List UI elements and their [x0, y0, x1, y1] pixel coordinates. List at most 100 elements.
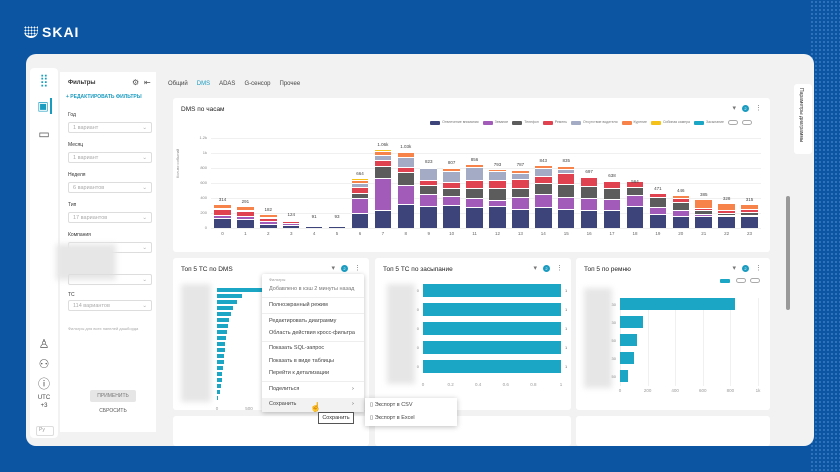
bar-segment	[351, 179, 369, 183]
bar-segment	[695, 199, 712, 208]
legend-item[interactable]: Телефон	[512, 120, 539, 125]
menu-item-edit-chart[interactable]: Редактировать диаграмму	[269, 318, 337, 324]
more-menu-icon[interactable]: ⋮	[354, 265, 361, 272]
bar-segment	[649, 214, 667, 228]
more-menu-icon[interactable]: ⋮	[556, 265, 563, 272]
legend-item[interactable]: Зевание	[482, 120, 508, 125]
hand-cursor-icon: ☝	[310, 402, 322, 412]
bar-total-label: 787	[516, 161, 525, 167]
users-icon[interactable]: ⚇	[38, 357, 50, 371]
bar-segment	[443, 196, 460, 206]
bar-segment	[374, 210, 392, 228]
bar-segment	[580, 210, 598, 228]
menu-item-fullscreen[interactable]: Полноэкранный режим	[269, 302, 328, 308]
filter-count-badge[interactable]: 2	[543, 264, 550, 272]
timezone-label: UTC	[37, 395, 51, 401]
filters-note[interactable]: Фильтры для всех панелей дашборда	[68, 326, 139, 331]
filter-icon[interactable]: ▾	[732, 105, 736, 112]
legend-item[interactable]: Сибиная камера	[650, 120, 690, 125]
menu-item-table[interactable]: Показать в виде таблицы	[269, 358, 334, 364]
legend-pill[interactable]	[728, 120, 738, 125]
panel-title: Топ 5 ТС по засыпание	[383, 266, 453, 273]
bar-segment	[305, 224, 323, 226]
filter-select-week[interactable]: 6 вариантов ⌄	[68, 182, 152, 193]
bar-segment	[512, 208, 529, 228]
tab-dms[interactable]: DMS	[196, 81, 211, 87]
legend-item[interactable]: Отсутствие водителя	[571, 120, 618, 125]
menu-item-sql[interactable]: Показать SQL-запрос	[269, 345, 325, 351]
dashboard-icon[interactable]: ▣	[36, 98, 52, 114]
legend-item[interactable]: Ремень	[542, 120, 567, 125]
tab-general[interactable]: Общий	[168, 81, 188, 87]
more-menu-icon[interactable]: ⋮	[755, 105, 762, 112]
y-tick-label: 30	[611, 356, 616, 361]
bar-segment	[397, 204, 415, 228]
bar	[217, 330, 227, 334]
export-excel-item[interactable]: ▯ Экспорт в Excel	[370, 415, 415, 421]
legend-item[interactable]: Засыпание	[693, 120, 724, 125]
language-toggle[interactable]: Ру	[36, 426, 54, 436]
menu-item-share[interactable]: Поделиться	[269, 386, 300, 392]
bar-total-label: 638	[608, 173, 616, 179]
reset-button[interactable]: СБРОСИТЬ	[99, 408, 127, 414]
edit-filters-link[interactable]: + РЕДАКТИРОВАТЬ ФИЛЬТРЫ	[66, 94, 142, 100]
filter-count-badge[interactable]: 2	[742, 264, 749, 272]
gear-icon[interactable]: ⚙	[132, 78, 140, 87]
bar-segment	[260, 214, 277, 217]
collapse-icon[interactable]: ⇤	[144, 78, 151, 87]
panel-title: DMS по часам	[181, 106, 225, 113]
scrollbar-thumb[interactable]	[786, 196, 790, 310]
legend-item[interactable]: Курение	[621, 120, 647, 125]
folder-icon[interactable]: ▭	[38, 127, 50, 141]
filter-count-badge[interactable]: 2	[742, 104, 749, 112]
tab-adas[interactable]: ADAS	[219, 81, 236, 87]
bar-segment	[420, 168, 437, 180]
filter-select-vehicle[interactable]: 114 вариантов ⌄	[68, 300, 152, 311]
bar	[217, 378, 222, 382]
more-menu-icon[interactable]: ⋮	[755, 265, 762, 272]
filter-icon[interactable]: ▾	[533, 265, 537, 272]
bar-total-label: 697	[585, 168, 593, 174]
app-logo-icon[interactable]: ⣿	[39, 73, 49, 87]
export-csv-item[interactable]: ▯ Экспорт в CSV	[370, 402, 413, 408]
bar-total-label: 564	[631, 178, 639, 184]
menu-item-drill[interactable]: Перейти к детализации	[269, 370, 330, 376]
menu-header: Фильтры	[269, 277, 286, 282]
menu-item-save[interactable]: Сохранить	[269, 401, 297, 407]
filter-value: 1 вариант	[73, 125, 99, 131]
gridline-v	[730, 298, 732, 386]
filter-count-badge[interactable]: 2	[341, 264, 348, 272]
legend-pill[interactable]	[736, 278, 746, 283]
bar-segment	[214, 215, 231, 218]
bar-total-label: 315	[745, 197, 754, 203]
info-icon[interactable]: ⓘ	[37, 377, 50, 391]
filter-icon[interactable]: ▾	[331, 265, 335, 272]
legend-item[interactable]: Отвлечение внимания	[430, 120, 479, 125]
bar-segment	[626, 186, 644, 196]
filter-select-month[interactable]: 1 вариант ⌄	[68, 152, 152, 163]
chevron-down-icon: ⌄	[142, 245, 147, 251]
filter-select-year[interactable]: 1 вариант ⌄	[68, 122, 152, 133]
bar-total-label: 182	[264, 207, 273, 213]
menu-item-cross-filter[interactable]: Область действия кросс-фильтра	[269, 330, 355, 336]
filter-icon[interactable]: ▾	[732, 265, 736, 272]
y-tick-label: 200	[200, 210, 207, 215]
tab-g-sensor[interactable]: G-сенсор	[244, 81, 271, 87]
bar-segment	[260, 220, 277, 222]
bar-segment	[649, 192, 667, 194]
bar-total-label: 843	[539, 157, 548, 163]
chart-params-panel[interactable]: Параметры диаграммы	[794, 84, 812, 154]
tab-other[interactable]: Прочее	[279, 81, 301, 87]
filter-select-redacted[interactable]: ⌄	[68, 274, 152, 285]
bar-segment	[374, 178, 392, 211]
filter-select-type[interactable]: 17 вариантов ⌄	[68, 212, 152, 223]
bar-segment	[557, 184, 575, 197]
bar-segment	[466, 187, 483, 198]
legend-pill[interactable]	[742, 120, 752, 125]
x-tick-label: 1	[559, 382, 563, 387]
legend-pill[interactable]	[750, 278, 760, 283]
x-tick-label: 6	[358, 231, 362, 236]
user-icon[interactable]: ♙	[38, 337, 50, 351]
apply-button[interactable]: ПРИМЕНИТЬ	[90, 390, 136, 402]
y-tick-label: 1k	[202, 150, 207, 155]
